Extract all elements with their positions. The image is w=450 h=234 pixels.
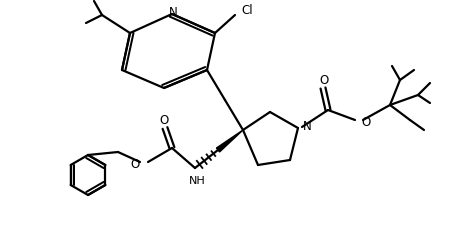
Text: NH: NH bbox=[189, 176, 205, 186]
Text: O: O bbox=[320, 73, 328, 87]
Text: N: N bbox=[303, 121, 312, 134]
Text: Cl: Cl bbox=[241, 4, 252, 17]
Text: O: O bbox=[131, 157, 140, 171]
Text: N: N bbox=[169, 7, 177, 19]
Text: O: O bbox=[159, 113, 169, 127]
Text: O: O bbox=[361, 117, 370, 129]
Polygon shape bbox=[216, 130, 243, 152]
